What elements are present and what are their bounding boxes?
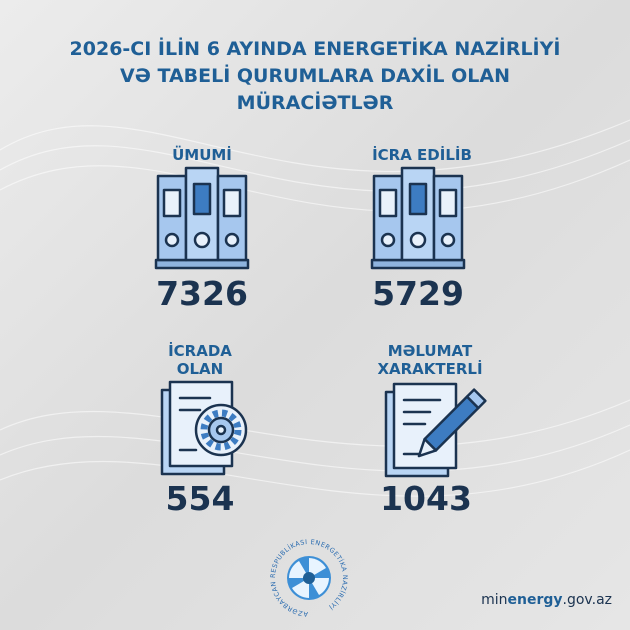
binders-icon	[154, 166, 250, 270]
document-pen-icon	[384, 382, 487, 478]
item-label: MƏLUMAT	[388, 342, 473, 360]
item-label: ÜMUMİ	[172, 145, 232, 164]
item-value: 5729	[372, 274, 464, 313]
website-part: min	[481, 592, 507, 608]
item-label: XARAKTERLİ	[377, 359, 482, 378]
title-line: MÜRACİƏTLƏR	[237, 90, 394, 114]
item-value: 7326	[156, 274, 248, 313]
binders-icon	[370, 166, 466, 270]
website-part: .gov.az	[563, 592, 612, 608]
website: minenergy.gov.az	[481, 592, 612, 608]
item-label: İCRADA	[168, 341, 232, 360]
item-value: 554	[166, 479, 235, 518]
item-label: İCRA EDİLİB	[372, 145, 472, 164]
background-waves	[0, 119, 630, 497]
document-gear-icon	[160, 380, 248, 476]
title-line: VƏ TABELİ QURUMLARA DAXİL OLAN	[120, 63, 510, 87]
website-part: energy	[508, 592, 563, 608]
item-label: OLAN	[177, 360, 223, 378]
item-value: 1043	[380, 479, 472, 518]
title-line: 2026-CI İLİN 6 AYINDA ENERGETİKA NAZİRLİ…	[70, 36, 561, 60]
